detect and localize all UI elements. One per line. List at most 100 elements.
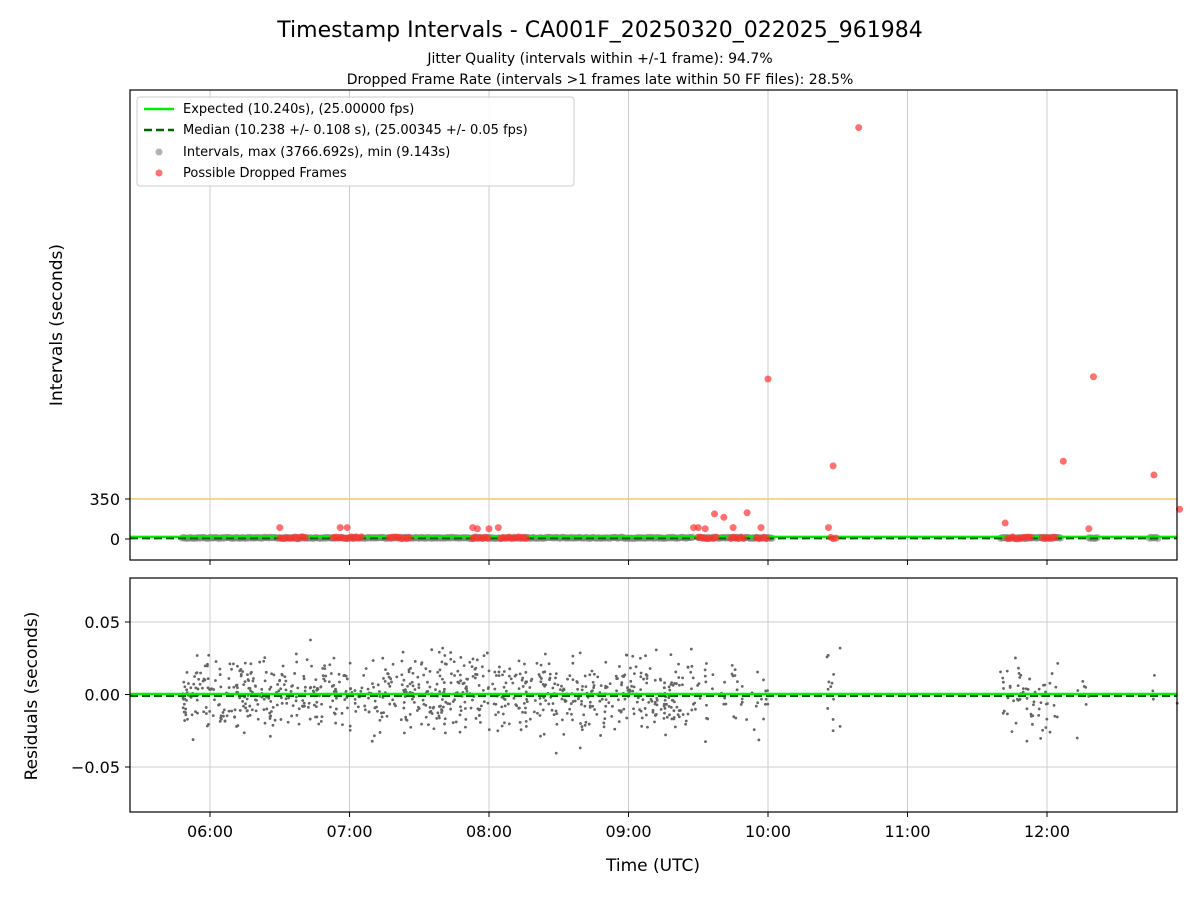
dropped-frame-point xyxy=(757,524,765,532)
residual-point xyxy=(631,654,635,658)
residual-point xyxy=(507,674,511,678)
residual-point xyxy=(641,698,645,702)
residual-point xyxy=(524,706,527,710)
residual-point xyxy=(391,662,395,666)
residual-point xyxy=(378,695,382,698)
residual-point xyxy=(731,674,735,678)
residual-point xyxy=(1014,721,1018,725)
residual-point xyxy=(625,653,629,657)
residual-point xyxy=(592,672,596,676)
residual-point xyxy=(724,702,728,706)
residual-point xyxy=(696,684,700,687)
residual-point xyxy=(566,677,569,681)
residual-point xyxy=(622,707,626,711)
residual-point xyxy=(335,696,338,700)
residual-point xyxy=(436,670,440,674)
residual-point xyxy=(588,673,592,677)
residual-point xyxy=(645,677,649,680)
residual-point xyxy=(332,690,336,693)
residual-point xyxy=(669,682,673,686)
residual-point xyxy=(607,701,611,705)
residual-point xyxy=(521,685,525,688)
residual-point xyxy=(672,709,676,713)
residual-point xyxy=(221,711,225,714)
dropped-frame-point xyxy=(720,513,728,521)
residual-point xyxy=(402,688,406,692)
residual-point xyxy=(338,680,341,684)
residual-point xyxy=(582,713,586,717)
residual-point xyxy=(388,702,392,706)
residual-point xyxy=(227,686,231,689)
residual-point xyxy=(632,685,636,689)
residual-point xyxy=(364,667,368,670)
residual-point xyxy=(443,722,446,726)
residual-point xyxy=(826,687,830,691)
residual-point xyxy=(306,705,310,709)
residual-point xyxy=(1075,736,1079,740)
residual-point xyxy=(442,687,446,691)
residual-point xyxy=(571,678,575,682)
residual-point xyxy=(734,716,738,720)
residual-point xyxy=(360,686,364,690)
residual-point xyxy=(367,696,370,700)
residual-point xyxy=(581,685,584,688)
residual-point xyxy=(449,707,453,711)
residual-point xyxy=(218,673,222,676)
residual-point xyxy=(1017,666,1020,670)
residual-point xyxy=(690,687,693,691)
residual-point xyxy=(412,700,416,704)
residual-point xyxy=(563,700,567,703)
dropped-frame-points xyxy=(276,124,1184,543)
residual-point xyxy=(539,702,542,706)
bottom-panel: 0.05 0.00 −0.05 06:00 07:00 08:00 09:00 10:00 1… xyxy=(22,560,1179,876)
residual-point xyxy=(763,702,767,706)
residual-point xyxy=(444,700,448,704)
residual-point xyxy=(487,669,491,673)
residual-point xyxy=(740,700,744,704)
residual-point xyxy=(604,704,608,708)
residual-point xyxy=(630,684,634,688)
residual-point xyxy=(376,709,379,713)
residual-point xyxy=(262,697,266,701)
residual-point xyxy=(452,660,456,664)
bottom-y-ticks: 0.05 0.00 −0.05 xyxy=(71,613,130,777)
residual-point xyxy=(539,680,543,684)
residual-point xyxy=(243,661,247,665)
residual-point xyxy=(440,711,443,714)
residual-point xyxy=(762,717,765,721)
residual-point xyxy=(689,647,693,651)
residual-point xyxy=(686,665,690,669)
residual-point xyxy=(650,699,654,703)
residual-point xyxy=(371,659,375,662)
residual-point xyxy=(280,701,284,705)
residual-point xyxy=(402,678,406,682)
x-tick-label: 09:00 xyxy=(605,822,651,841)
residual-point xyxy=(328,663,332,667)
residual-point xyxy=(438,674,442,678)
residual-point xyxy=(568,674,572,678)
residual-point xyxy=(673,682,676,685)
residual-point xyxy=(514,673,518,677)
residual-point xyxy=(1151,697,1155,701)
residual-point xyxy=(305,658,309,662)
residual-point xyxy=(826,707,830,710)
residual-point xyxy=(663,698,667,702)
residual-point xyxy=(320,702,323,706)
residual-point xyxy=(446,702,450,705)
residual-point xyxy=(645,681,649,685)
residual-point xyxy=(681,713,685,716)
residual-point xyxy=(504,689,508,693)
legend-intervals-label: Intervals, max (3766.692s), min (9.143s) xyxy=(183,145,450,160)
residual-point xyxy=(468,660,472,664)
residual-point xyxy=(270,672,273,676)
residual-point xyxy=(615,689,618,693)
residual-point xyxy=(675,705,679,709)
residual-point xyxy=(219,714,223,718)
residual-point xyxy=(482,654,486,658)
residual-point xyxy=(440,708,443,711)
residual-point xyxy=(478,713,481,717)
residual-point xyxy=(438,690,442,693)
residual-point xyxy=(408,712,412,716)
residual-point xyxy=(314,678,318,682)
residual-point xyxy=(571,700,575,703)
